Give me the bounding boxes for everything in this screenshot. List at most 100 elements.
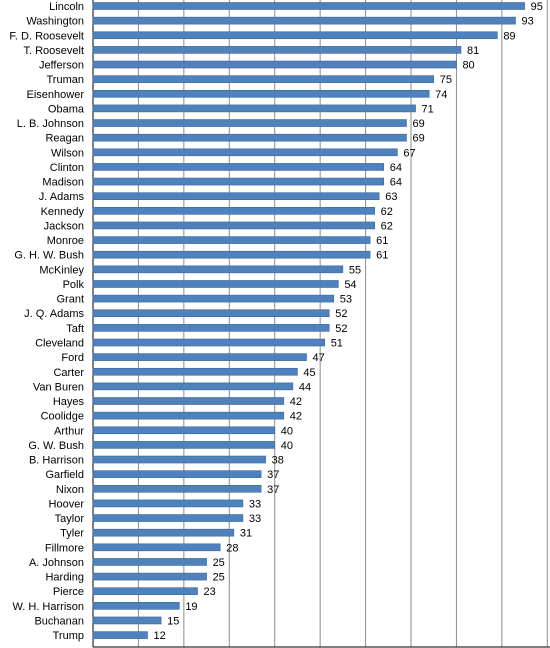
bar bbox=[92, 104, 416, 113]
category-label: Taylor bbox=[55, 513, 85, 525]
bar bbox=[92, 558, 207, 566]
bar bbox=[92, 207, 375, 215]
data-label: 31 bbox=[240, 528, 252, 540]
bar bbox=[92, 60, 457, 69]
category-label: Jackson bbox=[44, 220, 84, 232]
data-label: 45 bbox=[303, 367, 315, 379]
category-label: Kennedy bbox=[41, 206, 85, 218]
data-label: 28 bbox=[226, 542, 238, 554]
bar bbox=[92, 543, 221, 552]
data-label: 52 bbox=[335, 323, 347, 335]
bar bbox=[92, 46, 462, 54]
data-label: 33 bbox=[249, 513, 261, 525]
category-label: Polk bbox=[63, 279, 85, 291]
category-label: J. Q. Adams bbox=[24, 308, 84, 320]
bar bbox=[92, 484, 262, 493]
bar bbox=[92, 616, 162, 625]
bar bbox=[92, 397, 285, 405]
category-label: G. H. W. Bush bbox=[14, 250, 84, 262]
bar bbox=[92, 602, 180, 610]
data-label: 19 bbox=[185, 601, 197, 613]
category-label: Reagan bbox=[45, 133, 84, 145]
category-label: Lincoln bbox=[49, 1, 84, 13]
data-label: 69 bbox=[412, 118, 424, 130]
data-label: 89 bbox=[503, 30, 515, 42]
data-label: 81 bbox=[467, 45, 479, 57]
data-label: 71 bbox=[422, 103, 434, 115]
category-label: Taft bbox=[66, 323, 84, 335]
data-label: 25 bbox=[213, 557, 225, 569]
category-label: Nixon bbox=[56, 484, 84, 496]
category-label: Van Buren bbox=[33, 381, 84, 393]
category-label: Fillmore bbox=[45, 542, 84, 554]
data-label: 47 bbox=[313, 352, 325, 364]
category-label: A. Johnson bbox=[29, 557, 84, 569]
category-label: Garfield bbox=[45, 469, 84, 481]
bar bbox=[92, 75, 435, 83]
bar bbox=[92, 441, 276, 449]
data-label: 63 bbox=[385, 191, 397, 203]
bar bbox=[92, 426, 276, 435]
category-label: Wilson bbox=[51, 147, 84, 159]
data-label: 52 bbox=[335, 308, 347, 320]
bar bbox=[92, 528, 235, 537]
category-label: Arthur bbox=[54, 425, 84, 437]
category-label: McKinley bbox=[39, 264, 84, 276]
category-label: Truman bbox=[47, 74, 85, 86]
bar bbox=[92, 353, 307, 361]
bar bbox=[92, 250, 371, 259]
data-label: 93 bbox=[521, 16, 533, 28]
category-label: W. H. Harrison bbox=[12, 601, 84, 613]
bar bbox=[92, 236, 371, 244]
bar bbox=[92, 587, 198, 596]
category-label: Jefferson bbox=[39, 60, 84, 72]
category-label: Hoover bbox=[49, 498, 85, 510]
data-label: 40 bbox=[281, 440, 293, 452]
bar bbox=[92, 470, 262, 478]
data-label: 80 bbox=[462, 60, 474, 72]
bar bbox=[92, 309, 330, 318]
data-label: 44 bbox=[299, 381, 311, 393]
data-label: 61 bbox=[376, 235, 388, 247]
data-label: 33 bbox=[249, 498, 261, 510]
category-label: B. Harrison bbox=[29, 455, 84, 467]
bar bbox=[92, 572, 207, 581]
bar bbox=[92, 133, 407, 142]
bar bbox=[92, 192, 380, 200]
bar bbox=[92, 367, 298, 376]
data-label: 23 bbox=[203, 586, 215, 598]
category-label: T. Roosevelt bbox=[23, 45, 84, 57]
data-label: 15 bbox=[167, 615, 179, 627]
data-label: 69 bbox=[412, 133, 424, 145]
category-label: Hayes bbox=[53, 396, 85, 408]
bar bbox=[92, 324, 330, 332]
category-label: Eisenhower bbox=[27, 89, 85, 101]
bar bbox=[92, 119, 407, 127]
data-label: 54 bbox=[344, 279, 356, 291]
bar bbox=[92, 499, 244, 508]
category-label: Clinton bbox=[50, 162, 84, 174]
bar bbox=[92, 2, 525, 10]
data-label: 64 bbox=[390, 177, 402, 189]
bar bbox=[92, 177, 385, 186]
data-label: 25 bbox=[213, 572, 225, 584]
category-label: Pierce bbox=[53, 586, 84, 598]
category-label: G. W. Bush bbox=[28, 440, 84, 452]
data-label: 37 bbox=[267, 484, 279, 496]
category-label: Buchanan bbox=[34, 615, 84, 627]
category-label: F. D. Roosevelt bbox=[9, 30, 84, 42]
data-label: 51 bbox=[331, 337, 343, 349]
bar bbox=[92, 411, 285, 420]
data-labels: 9593898180757471696967646463626261615554… bbox=[154, 1, 543, 642]
category-label: Washington bbox=[26, 16, 84, 28]
data-label: 64 bbox=[390, 162, 402, 174]
bar bbox=[92, 31, 498, 40]
data-label: 12 bbox=[154, 630, 166, 642]
data-label: 53 bbox=[340, 294, 352, 306]
bar bbox=[92, 631, 148, 639]
data-label: 95 bbox=[531, 1, 543, 13]
category-label: Tyler bbox=[60, 528, 84, 540]
category-label: Ford bbox=[61, 352, 84, 364]
